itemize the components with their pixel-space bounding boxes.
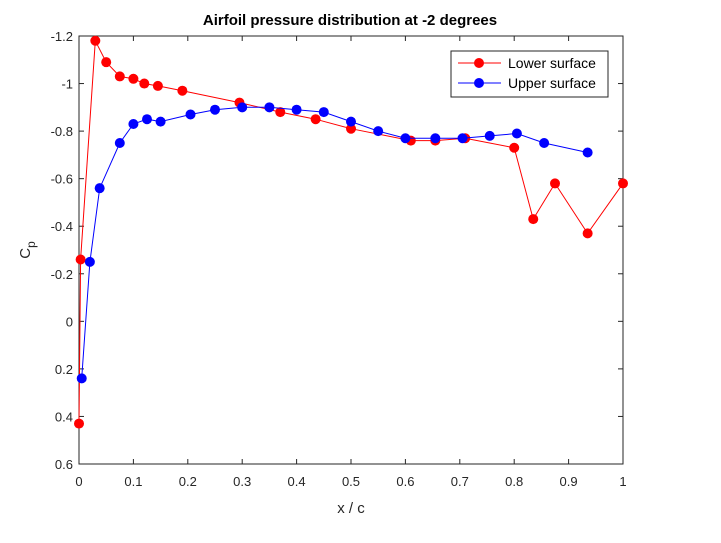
x-tick-label: 0.7 [451, 474, 469, 489]
data-point-upper [484, 130, 495, 141]
data-point-upper [185, 109, 196, 120]
data-point-lower [618, 178, 628, 189]
axes-box [78, 35, 624, 465]
legend-label-lower: Lower surface [508, 55, 596, 71]
legend-label-upper: Upper surface [508, 75, 596, 91]
y-tick-label: -0.8 [51, 124, 73, 139]
data-point-upper [155, 116, 166, 127]
y-axis-title-sub: p [24, 241, 38, 248]
data-point-lower [101, 57, 112, 68]
y-tick-label: -0.4 [51, 219, 73, 234]
x-tick-label: 0.1 [124, 474, 142, 489]
x-tick-label: 0.8 [505, 474, 523, 489]
x-axis-title: x / c [337, 500, 365, 517]
data-point-upper [400, 133, 411, 144]
series-line-upper [81, 106, 588, 379]
data-point-lower [177, 85, 188, 96]
data-point-upper [582, 147, 593, 158]
y-tick-label: 0.6 [55, 457, 73, 472]
series-layer [74, 35, 628, 429]
y-tick-label: -0.6 [51, 172, 73, 187]
x-tick-label: 1 [619, 474, 626, 489]
data-point-lower [90, 35, 101, 46]
x-tick-label: 0.3 [233, 474, 251, 489]
y-axis-ticks: -1.2 -1 -0.8 -0.6 -0.4 -0.2 0 0.2 0.4 0.6 [51, 29, 623, 472]
plot-area: 0 0.1 0.2 0.3 0.4 0.5 0.6 0.7 0.8 0.9 1 -1.2 -1 -0.8… [51, 29, 628, 489]
x-tick-label: 0.6 [396, 474, 414, 489]
data-point-upper [291, 104, 302, 115]
data-point-lower [582, 228, 593, 239]
chart-title: Airfoil pressure distribution at -2 degr… [203, 12, 497, 29]
legend-marker-lower [474, 58, 484, 68]
x-tick-label: 0 [75, 474, 82, 489]
y-tick-label: 0.4 [55, 409, 73, 424]
y-tick-label: -0.2 [51, 267, 73, 282]
data-point-upper [142, 114, 152, 125]
data-point-upper [511, 128, 522, 139]
data-point-upper [264, 102, 275, 113]
y-tick-label: -1.2 [51, 29, 73, 44]
data-point-upper [373, 126, 384, 137]
y-axis-title: Cp [17, 241, 38, 259]
data-point-lower [346, 123, 356, 134]
x-tick-label: 0.4 [288, 474, 306, 489]
x-tick-label: 0.9 [560, 474, 578, 489]
data-point-lower [275, 107, 286, 118]
data-point-upper [318, 107, 329, 118]
data-point-upper [128, 118, 139, 129]
legend-marker-upper [474, 78, 484, 88]
data-point-lower [509, 142, 520, 153]
y-tick-label: 0 [66, 314, 73, 329]
data-point-upper [210, 104, 220, 115]
data-point-upper [76, 373, 87, 384]
data-point-lower [152, 80, 163, 91]
y-axis-title-main: C [17, 248, 34, 259]
data-point-upper [457, 133, 468, 144]
data-point-upper [94, 183, 105, 194]
data-point-upper [237, 102, 248, 113]
data-point-upper [346, 116, 356, 127]
data-point-upper [430, 133, 441, 144]
data-point-lower [550, 178, 560, 189]
data-point-lower [75, 254, 86, 265]
x-tick-label: 0.2 [179, 474, 197, 489]
data-point-upper [539, 138, 550, 148]
data-point-lower [128, 73, 139, 84]
legend: Lower surface Upper surface [450, 50, 609, 98]
data-point-upper [114, 138, 125, 148]
data-point-lower [114, 71, 125, 82]
data-point-upper [84, 256, 95, 267]
svg-text:Cp: Cp [17, 241, 38, 259]
y-tick-label: 0.2 [55, 362, 73, 377]
data-point-lower [528, 214, 539, 225]
data-point-lower [139, 78, 150, 89]
data-point-lower [74, 418, 84, 429]
y-tick-label: -1 [61, 77, 73, 92]
x-axis-ticks: 0 0.1 0.2 0.3 0.4 0.5 0.6 0.7 0.8 0.9 1 [75, 36, 627, 489]
x-tick-label: 0.5 [342, 474, 360, 489]
data-point-lower [310, 114, 321, 125]
